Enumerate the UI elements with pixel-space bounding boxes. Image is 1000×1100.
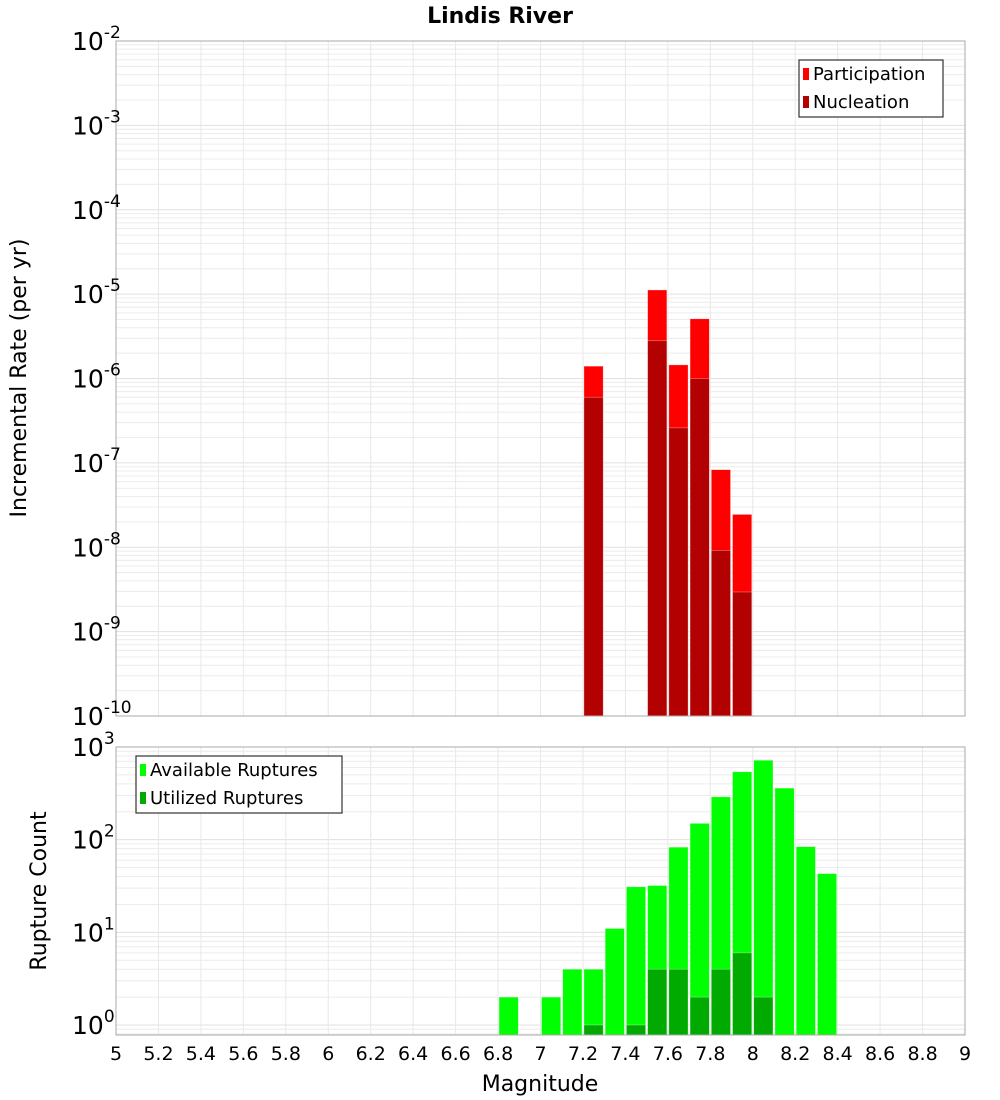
chart-title: Lindis River — [427, 4, 573, 29]
x-tick-label: 9 — [959, 1043, 971, 1065]
x-tick-label: 6.6 — [440, 1043, 470, 1065]
legend-label: Utilized Ruptures — [150, 788, 303, 809]
bar-nucleation — [689, 378, 710, 717]
x-tick-label: 8.8 — [907, 1043, 937, 1065]
y-tick-label: 10-7 — [72, 445, 121, 478]
plot-border — [115, 746, 966, 1036]
x-tick-label: 5.6 — [228, 1043, 258, 1065]
x-tick-label: 6 — [322, 1043, 334, 1065]
plot-border — [115, 40, 966, 717]
x-tick-label: 7.6 — [653, 1043, 683, 1065]
legend-swatch — [140, 764, 146, 776]
y-tick-label: 100 — [72, 1007, 115, 1040]
legend-label: Nucleation — [813, 92, 909, 113]
y-tick-label: 10-9 — [72, 614, 121, 647]
top-y-axis-label: Incremental Rate (per yr) — [7, 239, 32, 518]
y-tick-label: 10-8 — [72, 529, 121, 562]
bar-nucleation — [647, 340, 668, 717]
bar-available-ruptures — [817, 873, 837, 1036]
bar-available-ruptures — [541, 996, 562, 1036]
bar-available-ruptures — [498, 996, 519, 1036]
bar-utilized-ruptures — [647, 968, 668, 1036]
y-tick-label: 10-3 — [72, 107, 121, 140]
legend-box — [798, 59, 944, 118]
x-tick-label: 8 — [747, 1043, 759, 1065]
x-tick-label: 6.2 — [356, 1043, 386, 1065]
bar-available-ruptures — [795, 846, 816, 1036]
bar-available-ruptures — [753, 759, 774, 1036]
legend-swatch — [803, 68, 809, 80]
x-tick-label: 8.6 — [865, 1043, 895, 1065]
y-tick-label: 102 — [72, 822, 115, 855]
legend-swatch — [140, 792, 146, 804]
rate-plot: 10-10 10-9 10-8 10-7 10-6 10-5 10-4 10-3 10-2 Par… — [72, 23, 966, 731]
legend-swatch — [803, 96, 809, 108]
y-tick-label: 10-10 — [72, 698, 132, 731]
legend-label: Available Ruptures — [150, 760, 318, 781]
x-tick-label: 7.8 — [695, 1043, 725, 1065]
x-tick-label: 7 — [534, 1043, 546, 1065]
bar-available-ruptures — [562, 968, 583, 1036]
bar-utilized-ruptures — [626, 1024, 646, 1036]
bottom-y-axis-label: Rupture Count — [27, 811, 52, 971]
x-tick-label: 5.8 — [271, 1043, 301, 1065]
legend: Participation Nucleation — [798, 59, 944, 118]
rupture-count-plot: 100 101 102 103 Available Ruptures Utilized R… — [72, 729, 966, 1040]
x-tick-label: 6.4 — [398, 1043, 428, 1065]
x-tick-label: 5.2 — [143, 1043, 173, 1065]
x-tick-label: 8.4 — [823, 1043, 853, 1065]
y-tick-label: 10-4 — [72, 192, 121, 225]
y-tick-label: 10-6 — [72, 361, 121, 394]
legend-box — [135, 755, 343, 814]
x-axis-label: Magnitude — [482, 1072, 599, 1097]
x-tick-label: 5 — [110, 1043, 122, 1065]
bar-nucleation — [732, 591, 753, 717]
bar-available-ruptures — [774, 787, 795, 1036]
bar-utilized-ruptures — [753, 996, 774, 1036]
x-tick-label: 8.2 — [780, 1043, 810, 1065]
bar-available-ruptures — [604, 928, 625, 1036]
bar-utilized-ruptures — [583, 1024, 604, 1036]
bar-utilized-ruptures — [732, 952, 753, 1036]
y-tick-label: 10-2 — [72, 23, 121, 56]
bar-nucleation — [583, 396, 604, 717]
y-tick-label: 101 — [72, 914, 115, 947]
x-tick-label: 7.4 — [610, 1043, 640, 1065]
y-tick-label: 10-5 — [72, 276, 121, 309]
legend-label: Participation — [813, 64, 925, 85]
bar-utilized-ruptures — [668, 968, 689, 1036]
x-tick-label: 7.2 — [568, 1043, 598, 1065]
bar-utilized-ruptures — [689, 996, 710, 1036]
legend: Available Ruptures Utilized Ruptures — [135, 755, 343, 814]
bar-nucleation — [668, 427, 689, 717]
bar-utilized-ruptures — [710, 968, 731, 1036]
x-tick-label: 6.8 — [483, 1043, 513, 1065]
bar-available-ruptures — [626, 886, 646, 1036]
y-tick-label: 103 — [72, 729, 115, 762]
x-tick-label: 5.4 — [186, 1043, 216, 1065]
bar-nucleation — [710, 550, 731, 717]
